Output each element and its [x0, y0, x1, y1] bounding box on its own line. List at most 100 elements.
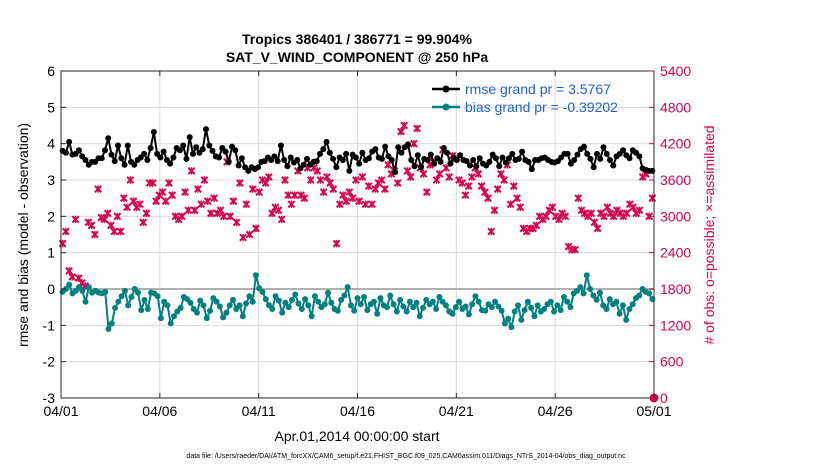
bias-point — [619, 302, 626, 309]
obs-count-marker — [252, 224, 260, 233]
bias-point — [492, 298, 499, 305]
bias-point — [354, 295, 361, 302]
obs-count-marker — [400, 121, 409, 130]
bias-point — [482, 307, 489, 314]
bias-point — [583, 272, 590, 279]
bias-point — [534, 302, 541, 309]
rmse-point — [199, 146, 206, 153]
y-left-tick-label: 4 — [47, 136, 55, 152]
bias-point — [505, 315, 512, 322]
bias-point — [557, 307, 564, 314]
rmse-point — [620, 147, 627, 154]
bias-point — [364, 307, 371, 314]
obs-count-marker — [468, 173, 476, 181]
bias-point — [528, 304, 535, 311]
bias-point — [213, 298, 220, 305]
obs-count-marker — [113, 212, 122, 221]
rmse-point — [398, 149, 405, 156]
obs-count-marker — [571, 245, 579, 254]
bias-point — [154, 293, 161, 300]
obs-count-marker — [110, 227, 119, 236]
obs-count-marker — [384, 160, 393, 169]
obs-count-marker — [419, 170, 428, 178]
y-left-tick-label: 2 — [47, 208, 55, 224]
bias-point — [338, 296, 345, 303]
bias-point — [449, 310, 456, 317]
bias-point — [138, 307, 145, 314]
obs-count-marker — [123, 203, 131, 212]
rmse-point — [66, 138, 73, 145]
rmse-point — [378, 155, 385, 162]
y-right-tick-label: 1200 — [660, 317, 691, 333]
obs-count-marker — [168, 191, 177, 200]
rmse-point — [320, 146, 327, 153]
rmse-point — [118, 155, 125, 162]
bias-point — [413, 299, 420, 306]
bias-point — [456, 298, 463, 305]
rmse-point — [167, 160, 174, 167]
rmse-point — [124, 142, 131, 149]
rmse-point — [525, 158, 532, 165]
bias-point — [429, 298, 436, 305]
bias-point — [616, 310, 623, 317]
bias-point — [311, 293, 318, 300]
obs-count-marker — [268, 209, 277, 218]
obs-count-marker — [290, 191, 299, 200]
rmse-point — [287, 154, 294, 161]
rmse-point — [636, 153, 643, 160]
bias-point — [341, 292, 348, 299]
bias-point — [613, 298, 620, 305]
obs-count-marker — [574, 194, 583, 203]
obs-count-marker — [358, 173, 367, 181]
bias-point — [223, 309, 230, 316]
obs-count-marker — [119, 194, 128, 203]
bias-point — [357, 301, 364, 308]
bias-point — [164, 302, 171, 309]
bias-point — [279, 309, 286, 316]
bias-point — [298, 305, 305, 312]
bias-point — [564, 298, 571, 305]
rmse-point — [414, 152, 421, 159]
rmse-point — [147, 145, 154, 152]
rmse-point — [424, 157, 431, 164]
bias-point — [216, 303, 223, 310]
obs-count-marker — [351, 176, 360, 184]
bias-point — [118, 293, 125, 300]
bias-point — [626, 305, 633, 312]
rmse-point — [626, 155, 633, 162]
bias-point — [108, 320, 115, 327]
bias-point — [488, 304, 495, 311]
bias-point — [197, 297, 204, 304]
obs-count-marker — [190, 206, 199, 215]
obs-count-marker — [355, 197, 364, 206]
x-tick-label: 04/01 — [43, 403, 78, 419]
rmse-point — [382, 143, 389, 150]
bias-point — [433, 305, 440, 312]
obs-count-marker — [477, 182, 486, 190]
rmse-point — [193, 144, 200, 151]
obs-count-marker — [65, 266, 73, 275]
rmse-point — [352, 154, 359, 161]
bias-point — [541, 305, 548, 312]
bias-point — [469, 301, 476, 308]
obs-count-marker — [635, 206, 644, 215]
obs-count-marker — [361, 200, 370, 209]
rmse-point — [411, 163, 418, 170]
x-tick-label: 04/06 — [142, 403, 177, 419]
rmse-point — [453, 157, 460, 164]
rmse-point — [359, 149, 366, 156]
bias-point — [400, 303, 407, 310]
rmse-point — [111, 158, 118, 165]
rmse-point — [339, 157, 346, 164]
rmse-point — [62, 149, 69, 156]
bias-point — [187, 299, 194, 306]
bias-point — [203, 315, 210, 322]
rmse-point — [502, 159, 509, 166]
bias-point — [171, 313, 178, 320]
rmse-point — [447, 160, 454, 167]
rmse-point — [463, 158, 470, 165]
obs-count-marker — [403, 167, 412, 175]
rmse-point — [238, 155, 245, 162]
obs-count-marker — [484, 194, 492, 203]
rmse-point — [593, 150, 600, 157]
